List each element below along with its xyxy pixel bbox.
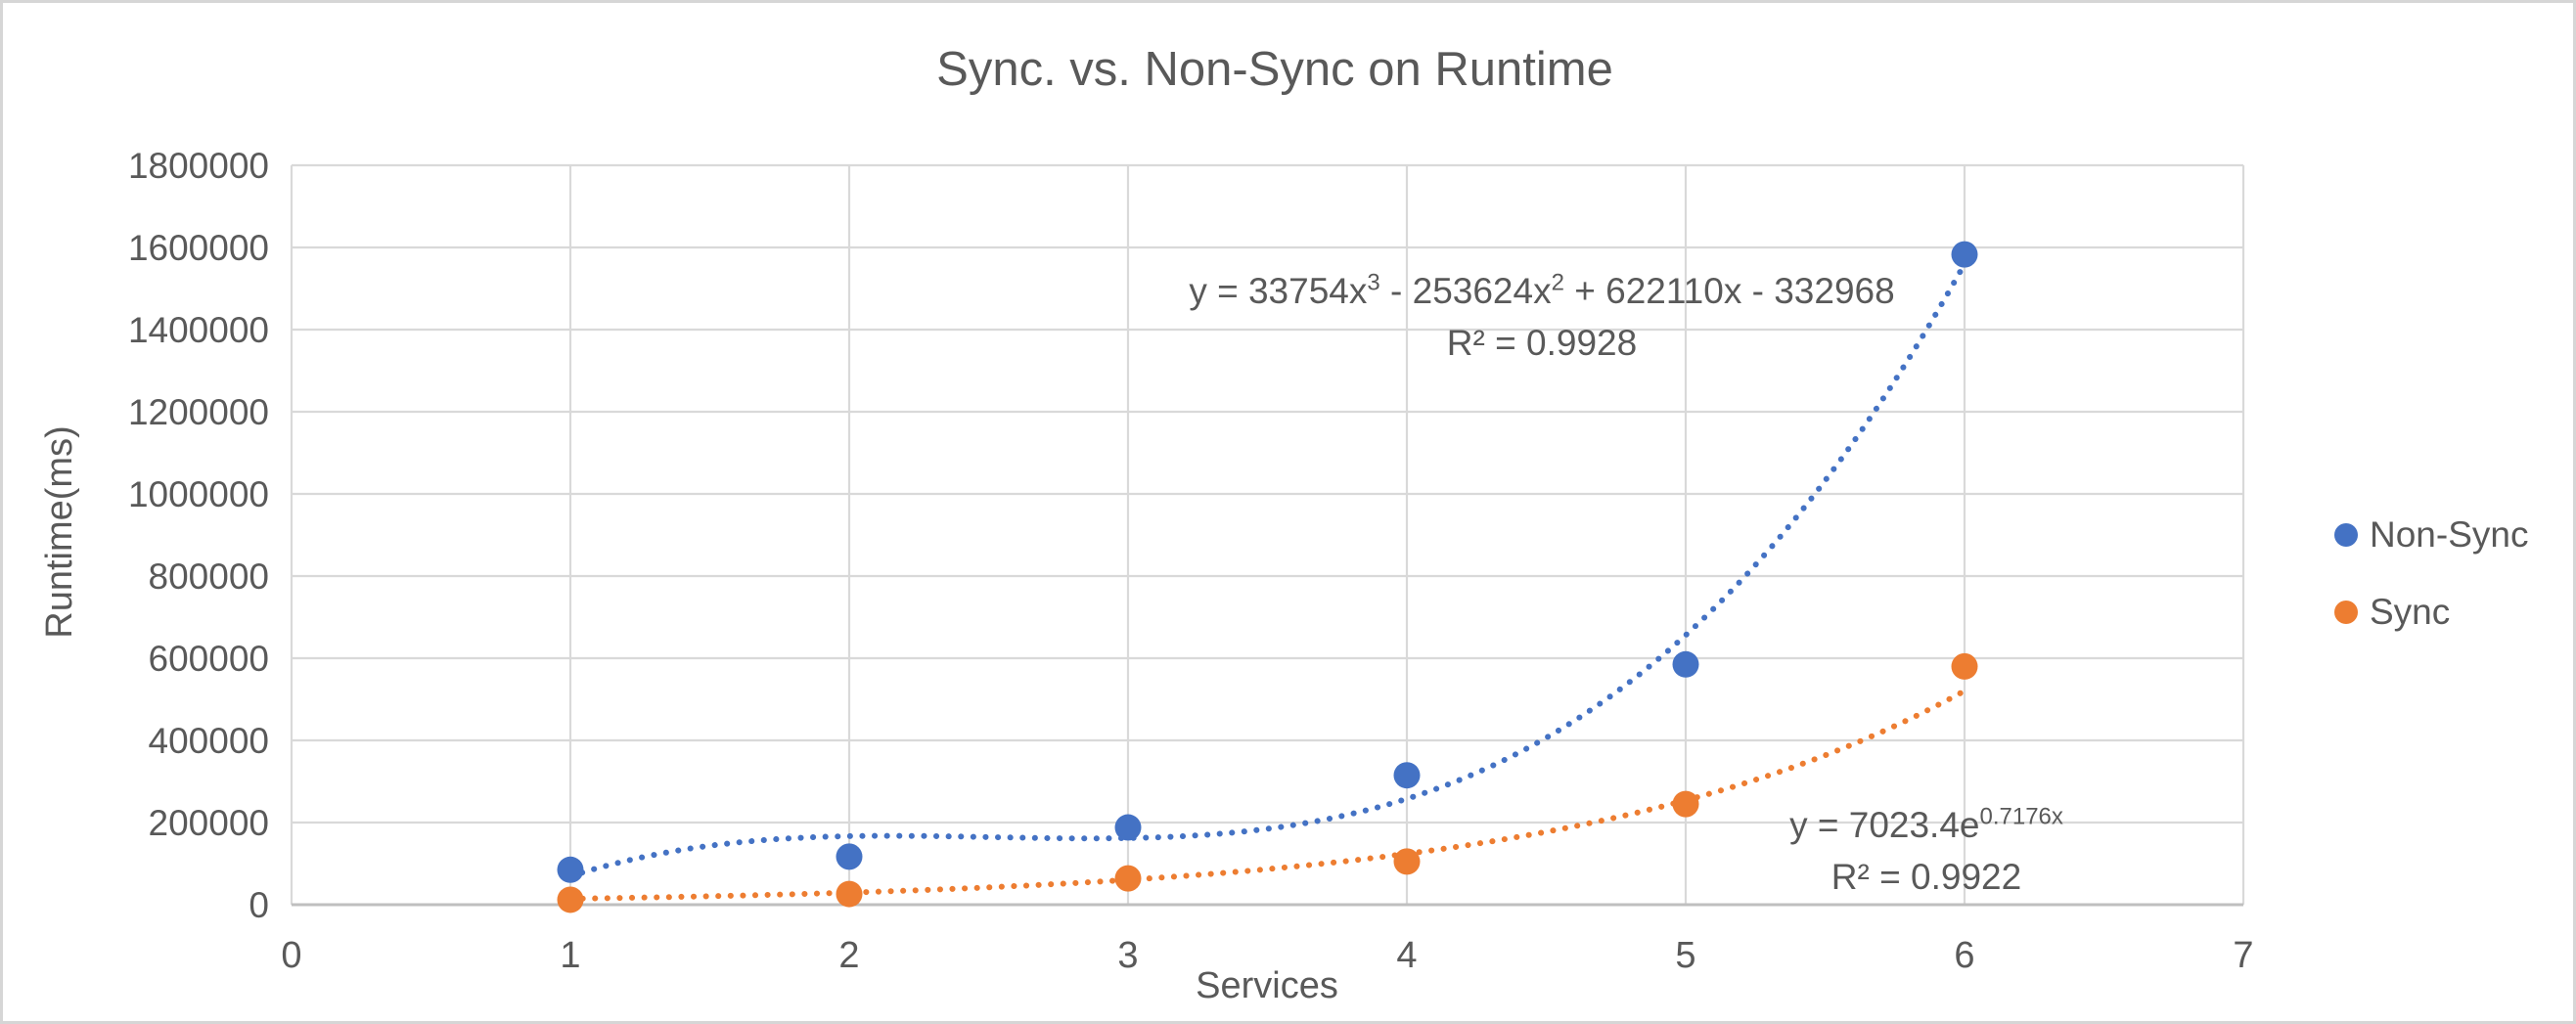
data-point-sync[interactable] — [1951, 652, 1978, 680]
trendline-sync[interactable] — [567, 688, 1967, 902]
nonsync-trendline-r-squared: R² = 0.9928 — [1446, 323, 1638, 363]
data-point-non-sync[interactable] — [557, 856, 584, 883]
y-tick-label: 0 — [249, 885, 269, 925]
y-tick-label: 1000000 — [128, 474, 269, 514]
data-point-non-sync[interactable] — [1393, 762, 1421, 789]
data-point-non-sync[interactable] — [1951, 241, 1978, 268]
x-tick-label: 2 — [838, 935, 859, 976]
nonsync-trendline-label[interactable]: y = 33754x3 - 253624x2 + 622110x - 33296… — [1151, 265, 1933, 369]
legend-label-non-sync: Non-Sync — [2370, 514, 2529, 555]
data-point-sync[interactable] — [836, 880, 863, 908]
x-tick-label: 6 — [1954, 935, 1974, 976]
sync-legend-marker-icon — [2334, 601, 2358, 624]
y-tick-label: 400000 — [149, 721, 269, 761]
legend-item-sync[interactable]: Sync — [2334, 591, 2528, 634]
x-tick-label: 0 — [281, 935, 301, 976]
x-tick-label: 5 — [1675, 935, 1695, 976]
legend: Non-Sync Sync — [2334, 513, 2528, 668]
trendlines — [567, 260, 1967, 902]
data-point-non-sync[interactable] — [836, 843, 863, 870]
y-tick-label: 1600000 — [128, 228, 269, 268]
y-tick-label: 800000 — [149, 557, 269, 597]
trendline-non-sync[interactable] — [567, 260, 1967, 879]
nonsync-trendline-equation: y = 33754x3 - 253624x2 + 622110x - 33296… — [1189, 269, 1895, 311]
data-point-sync[interactable] — [1672, 790, 1699, 818]
y-tick-label: 1200000 — [128, 392, 269, 432]
y-tick-label: 1800000 — [128, 146, 269, 186]
y-axis-title[interactable]: Runtime(ms) — [39, 425, 80, 639]
data-point-sync[interactable] — [557, 886, 584, 913]
data-point-non-sync[interactable] — [1672, 650, 1699, 678]
sync-trendline-equation: y = 7023.4e0.7176x — [1789, 803, 2063, 845]
legend-item-non-sync[interactable]: Non-Sync — [2334, 513, 2528, 557]
x-axis-title[interactable]: Services — [1196, 965, 1338, 1006]
legend-label-sync: Sync — [2370, 592, 2451, 632]
plot-area: 0 200000 400000 600000 800000 1000000 1200000 1… — [128, 146, 2254, 976]
chart-title[interactable]: Sync. vs. Non-Sync on Runtime — [936, 43, 1613, 96]
x-tick-label: 3 — [1117, 935, 1138, 976]
x-tick-label: 1 — [560, 935, 580, 976]
sync-trendline-label[interactable]: y = 7023.4e0.7176x R² = 0.9922 — [1633, 799, 2220, 903]
x-tick-label: 4 — [1396, 935, 1417, 976]
y-tick-label: 200000 — [149, 803, 269, 843]
non-sync-legend-marker-icon — [2334, 523, 2358, 547]
sync-trendline-r-squared: R² = 0.9922 — [1830, 857, 2022, 897]
data-point-sync[interactable] — [1114, 865, 1142, 892]
data-point-non-sync[interactable] — [1114, 814, 1142, 841]
y-tick-label: 1400000 — [128, 310, 269, 350]
x-tick-label: 7 — [2233, 935, 2253, 976]
tick-labels: 0 200000 400000 600000 800000 1000000 1200000 1… — [128, 146, 2254, 976]
data-point-sync[interactable] — [1393, 848, 1421, 875]
y-tick-label: 600000 — [149, 639, 269, 679]
data-markers — [557, 241, 1978, 913]
